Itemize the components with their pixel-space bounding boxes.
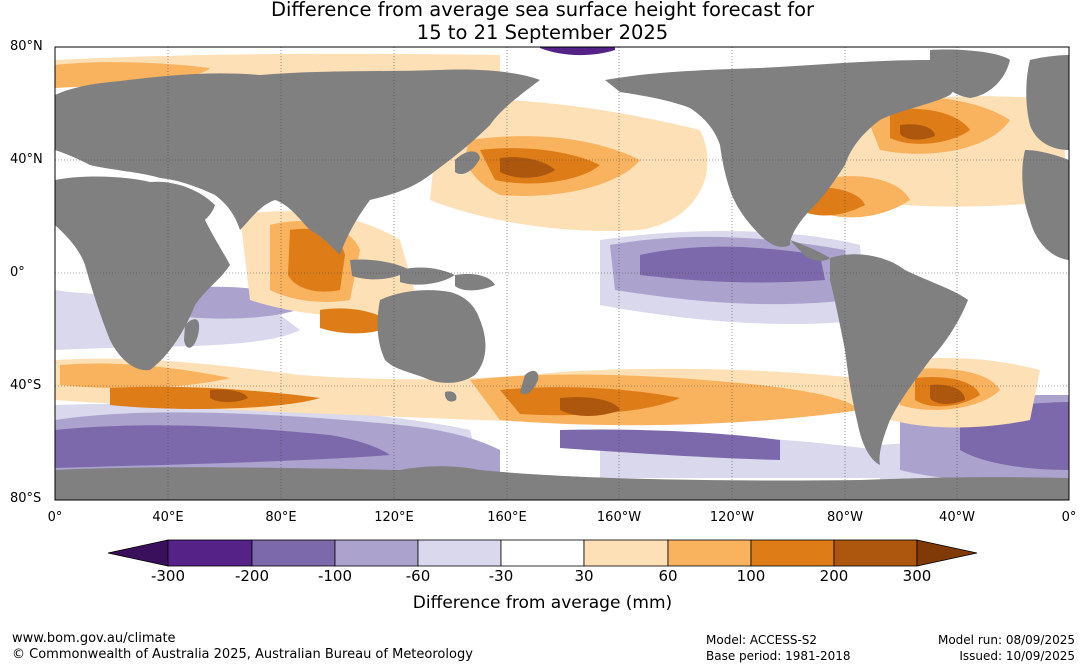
latitude-label: 40°N — [10, 152, 43, 167]
colorbar-swatch — [167, 539, 253, 567]
longitude-label: 40°W — [939, 510, 975, 525]
map-frame — [54, 46, 1070, 501]
longitude-label: 120°W — [709, 510, 755, 525]
longitude-label: 80°W — [827, 510, 863, 525]
colorbar-swatch — [833, 539, 918, 567]
colorbar-tick-label: 60 — [658, 567, 678, 585]
colorbar-swatch — [417, 539, 502, 567]
colorbar-swatch — [750, 539, 835, 567]
graticule — [55, 47, 1069, 500]
colorbar-swatch — [667, 539, 752, 567]
colorbar-tick-label: 100 — [736, 567, 766, 585]
longitude-label: 0° — [47, 510, 63, 525]
colorbar-swatch — [334, 539, 419, 567]
colorbar-tick-label: 200 — [819, 567, 849, 585]
land-masses — [55, 49, 1069, 500]
colorbar-tick-label: -30 — [488, 567, 514, 585]
colorbar — [107, 539, 978, 567]
colorbar-min-arrow — [107, 539, 169, 567]
longitude-label: 80°E — [265, 510, 297, 525]
colorbar-tick-label: -200 — [234, 567, 270, 585]
latitude-label: 80°N — [10, 39, 43, 54]
longitude-label: 40°E — [152, 510, 184, 525]
longitude-label: 0° — [1061, 510, 1077, 525]
latitude-label: 80°S — [10, 491, 42, 506]
map-title-line1: Difference from average sea surface heig… — [270, 0, 815, 21]
colorbar-tick-label: 300 — [902, 567, 932, 585]
colorbar-tick-label: 30 — [574, 567, 594, 585]
colorbar-swatch — [583, 539, 669, 567]
latitude-label: 0° — [10, 265, 25, 280]
base-period-text: Base period: 1981-2018 — [706, 649, 851, 663]
longitude-label: 160°W — [596, 510, 642, 525]
copyright-text: © Commonwealth of Australia 2025, Austra… — [12, 647, 473, 662]
website-text: www.bom.gov.au/climate — [12, 631, 176, 646]
issued-text: Issued: 10/09/2025 — [959, 649, 1075, 663]
colorbar-title: Difference from average (mm) — [412, 593, 673, 613]
colorbar-tick-label: -60 — [405, 567, 431, 585]
model-text: Model: ACCESS-S2 — [706, 633, 818, 647]
colorbar-swatch — [500, 539, 585, 567]
colorbar-tick-label: -100 — [317, 567, 353, 585]
colorbar-max-arrow — [916, 539, 978, 567]
colorbar-tick-label: -300 — [150, 567, 186, 585]
longitude-label: 160°E — [487, 510, 527, 525]
map-title-line2: 15 to 21 September 2025 — [416, 21, 669, 44]
model-run-text: Model run: 08/09/2025 — [937, 633, 1075, 647]
longitude-label: 120°E — [374, 510, 414, 525]
latitude-label: 40°S — [10, 378, 42, 393]
colorbar-swatch — [251, 539, 336, 567]
